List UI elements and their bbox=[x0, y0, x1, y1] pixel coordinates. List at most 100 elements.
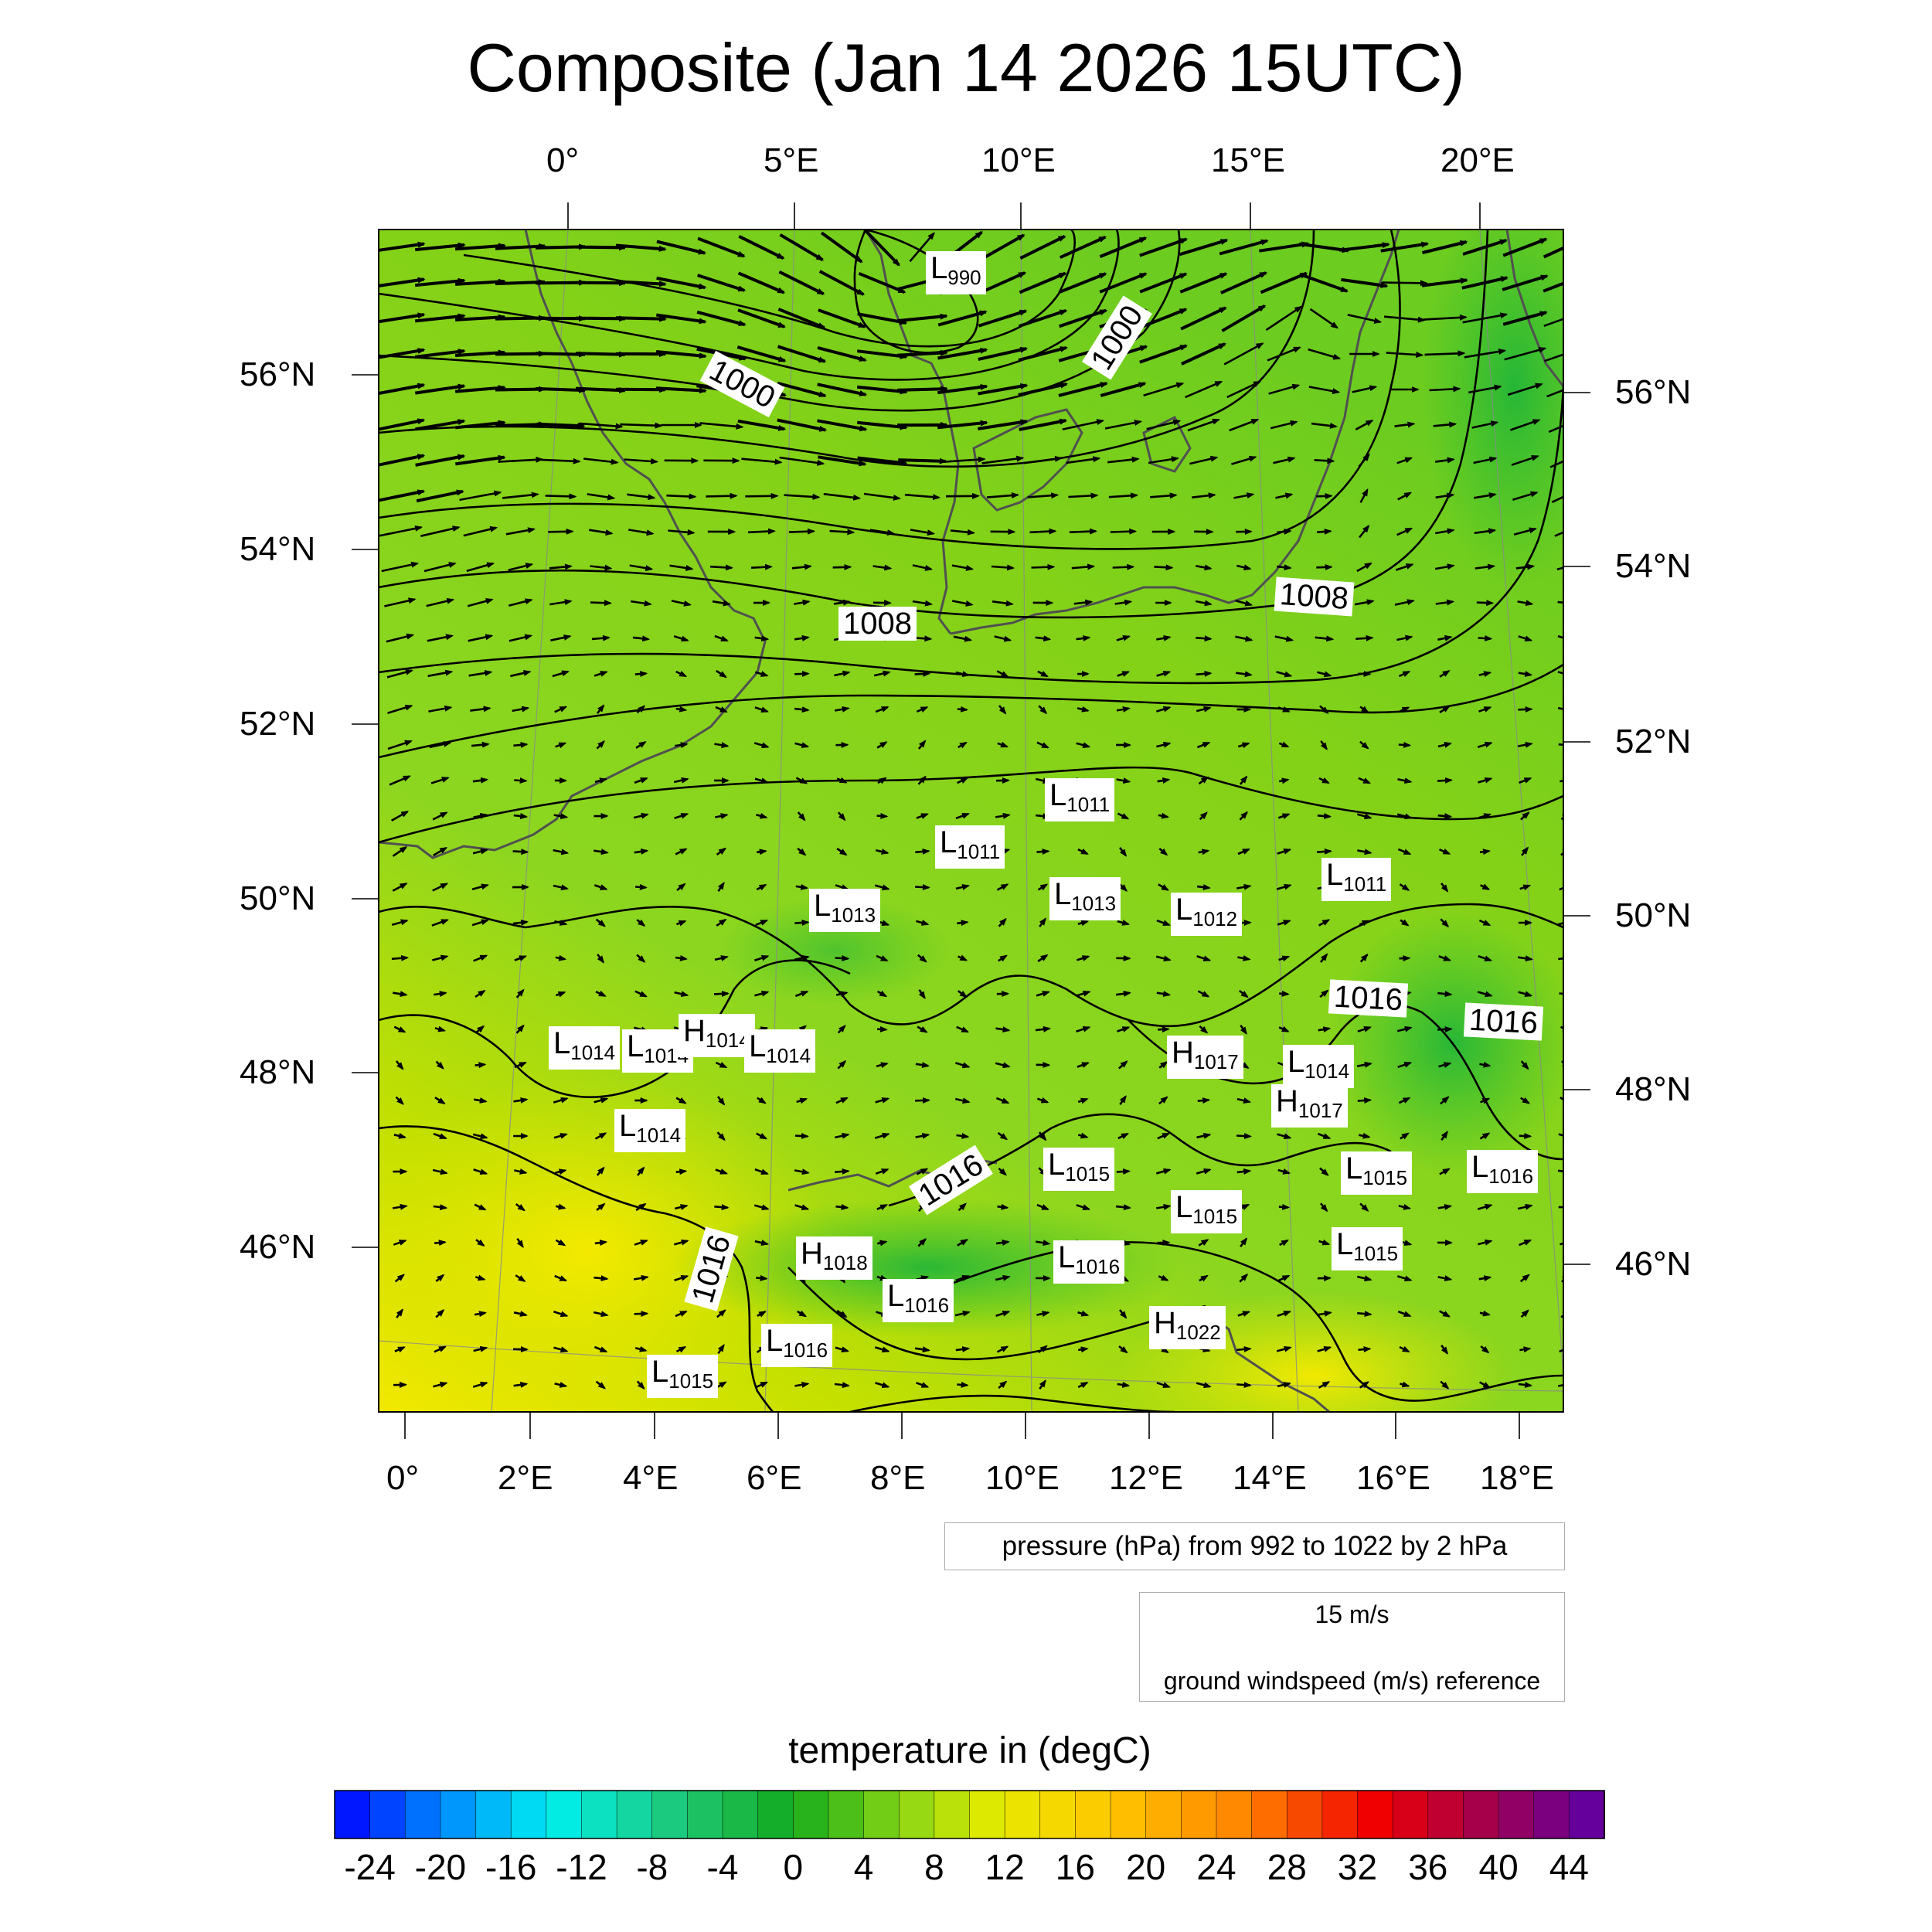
wind-arrow bbox=[1268, 383, 1301, 395]
wind-arrow bbox=[1198, 776, 1209, 785]
wind-arrow bbox=[1196, 670, 1213, 677]
wind-arrow bbox=[396, 1308, 403, 1318]
wind-arrow bbox=[995, 1062, 1011, 1069]
wind-arrow bbox=[1139, 344, 1189, 364]
colorbar-title: temperature in (degC) bbox=[788, 1730, 1151, 1771]
wind-arrow bbox=[996, 883, 1009, 891]
wind-arrow bbox=[1477, 1203, 1493, 1210]
wind-arrow bbox=[1421, 277, 1468, 287]
wind-arrow bbox=[1398, 741, 1412, 748]
wind-arrow bbox=[794, 1204, 810, 1211]
wind-arrow bbox=[384, 597, 417, 607]
wind-arrow bbox=[1275, 492, 1294, 499]
wind-arrow bbox=[555, 1239, 566, 1247]
wind-arrow bbox=[575, 244, 627, 251]
wind-arrow bbox=[553, 813, 569, 820]
wind-arrow bbox=[593, 1311, 609, 1318]
wind-arrow bbox=[832, 563, 852, 570]
wind-arrow bbox=[910, 529, 935, 536]
wind-arrow bbox=[1437, 777, 1453, 784]
wind-vectors bbox=[379, 230, 1563, 1390]
wind-arrow bbox=[1308, 348, 1342, 360]
wind-arrow bbox=[1156, 706, 1172, 713]
wind-arrow bbox=[874, 1346, 890, 1353]
wind-arrow bbox=[1240, 1024, 1247, 1035]
wind-arrow bbox=[390, 810, 410, 822]
wind-arrow bbox=[1557, 634, 1563, 639]
wind-arrow bbox=[1237, 955, 1251, 961]
wind-arrow bbox=[1440, 918, 1450, 928]
wind-arrow bbox=[1557, 1169, 1563, 1173]
wind-arrow bbox=[1277, 1274, 1291, 1282]
wind-arrow bbox=[629, 564, 654, 572]
lat-label-right: 52°N bbox=[1615, 723, 1692, 760]
wind-arrow bbox=[794, 1168, 810, 1175]
wind-arrow bbox=[1397, 848, 1412, 855]
wind-arrow bbox=[1179, 238, 1229, 257]
pressure-system-label: L1014 bbox=[744, 1029, 816, 1073]
wind-arrow bbox=[1519, 1346, 1532, 1353]
lon-label-bottom: 12°E bbox=[1109, 1459, 1183, 1497]
wind-arrow bbox=[1520, 1060, 1529, 1070]
wind-arrow bbox=[656, 240, 707, 255]
wind-arrow bbox=[1198, 1239, 1209, 1247]
isobar-label: 1008 bbox=[838, 607, 917, 641]
wind-arrow bbox=[668, 529, 696, 536]
wind-arrow bbox=[597, 954, 604, 964]
wind-arrow bbox=[755, 1381, 769, 1389]
wind-arrow bbox=[1156, 1382, 1171, 1388]
wind-arrow bbox=[594, 777, 608, 784]
wind-arrow bbox=[1117, 812, 1130, 820]
wind-arrow bbox=[675, 848, 688, 855]
wind-arrow bbox=[1440, 1096, 1450, 1105]
wind-arrow bbox=[797, 811, 806, 821]
wind-arrow bbox=[817, 383, 868, 396]
wind-arrow bbox=[995, 1026, 1011, 1033]
wind-arrow bbox=[1519, 1239, 1532, 1247]
wind-arrow bbox=[513, 1381, 529, 1388]
wind-arrow bbox=[998, 1167, 1007, 1176]
wind-arrow bbox=[1099, 236, 1148, 258]
wind-arrow bbox=[1462, 239, 1508, 256]
wind-arrow bbox=[834, 670, 851, 677]
wind-arrow bbox=[1515, 563, 1536, 570]
wind-arrow bbox=[615, 243, 667, 252]
wind-arrow bbox=[791, 563, 812, 570]
wind-arrow bbox=[615, 280, 667, 287]
wind-arrow bbox=[1119, 1095, 1127, 1105]
wind-arrow bbox=[634, 1345, 648, 1352]
wind-arrow bbox=[512, 919, 529, 926]
wind-arrow bbox=[471, 919, 489, 927]
wind-arrow bbox=[876, 741, 888, 749]
wind-arrow bbox=[863, 230, 900, 267]
isobar-label: 1016 bbox=[1463, 1002, 1544, 1041]
wind-arrow bbox=[716, 847, 727, 855]
wind-arrow bbox=[1199, 1274, 1209, 1282]
wind-arrow bbox=[553, 1133, 568, 1139]
wind-arrow bbox=[1356, 1061, 1372, 1068]
wind-arrow bbox=[876, 990, 888, 998]
pressure-system-label: L1014 bbox=[622, 1029, 694, 1073]
wind-arrow bbox=[386, 633, 415, 643]
colorbar-tick-label: -8 bbox=[636, 1847, 668, 1887]
wind-arrow bbox=[1226, 380, 1262, 399]
wind-arrow bbox=[1518, 1382, 1533, 1388]
wind-reference-description: ground windspeed (m/s) reference bbox=[1163, 1667, 1541, 1695]
wind-arrow bbox=[998, 917, 1007, 927]
wind-arrow bbox=[1560, 1026, 1563, 1033]
wind-arrow bbox=[1037, 1345, 1048, 1354]
wind-arrow bbox=[1112, 563, 1135, 570]
tick-marks bbox=[352, 202, 1590, 1439]
wind-arrow bbox=[1158, 848, 1168, 856]
wind-arrow bbox=[1439, 706, 1451, 713]
wind-arrow bbox=[1464, 349, 1507, 359]
wind-arrow bbox=[875, 1168, 889, 1175]
wind-arrow bbox=[513, 1311, 528, 1317]
wind-arrow bbox=[1189, 455, 1219, 465]
wind-arrow bbox=[995, 1097, 1010, 1104]
wind-arrow bbox=[991, 564, 1015, 571]
wind-arrow bbox=[916, 1168, 929, 1175]
wind-arrow bbox=[1277, 848, 1292, 855]
wind-arrow bbox=[797, 1310, 808, 1318]
wind-arrow bbox=[1319, 953, 1328, 963]
